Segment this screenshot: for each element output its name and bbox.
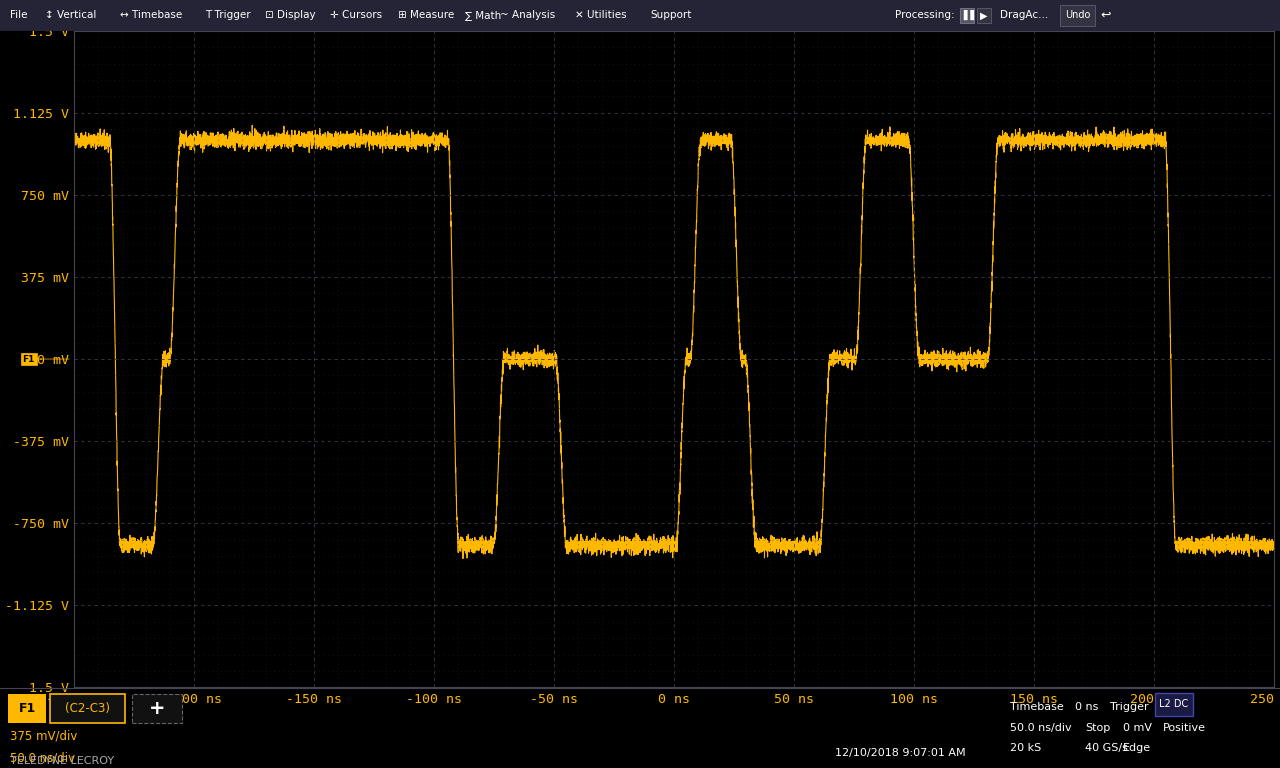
Text: ✕ Utilities: ✕ Utilities [575,10,627,21]
Text: ⊡ Display: ⊡ Display [265,10,316,21]
Bar [8,694,46,723]
Text: +: + [148,699,165,718]
Bar [960,8,974,22]
Text: ✛ Cursors: ✛ Cursors [330,10,383,21]
Bar [1060,5,1094,25]
Bar [132,694,182,723]
Text: TELEDYNE LECROY: TELEDYNE LECROY [10,756,114,766]
Text: ↕ Vertical: ↕ Vertical [45,10,96,21]
Text: DragAc...: DragAc... [1000,10,1048,21]
Text: F1: F1 [23,355,35,363]
Text: Timebase: Timebase [1010,703,1064,713]
Text: Stop: Stop [1085,723,1110,733]
Text: F1: F1 [18,702,36,715]
Text: 50.0 ns/div: 50.0 ns/div [1010,723,1071,733]
Text: 50.0 ns/div: 50.0 ns/div [10,752,76,765]
Text: Positive: Positive [1164,723,1206,733]
Text: 12/10/2018 9:07:01 AM: 12/10/2018 9:07:01 AM [835,748,965,758]
Text: ▶: ▶ [980,10,988,21]
Text: ⊞ Measure: ⊞ Measure [398,10,454,21]
Text: 40 GS/s: 40 GS/s [1085,743,1128,753]
Text: 0 mV: 0 mV [1123,723,1152,733]
Bar [50,694,125,723]
Text: ↔ Timebase: ↔ Timebase [120,10,182,21]
Text: Trigger: Trigger [1110,703,1148,713]
Text: (C2-C3): (C2-C3) [65,702,110,715]
Text: T Trigger: T Trigger [205,10,251,21]
Text: File: File [10,10,27,21]
Text: 20 kS: 20 kS [1010,743,1041,753]
Text: Support: Support [650,10,691,21]
Text: 0 ns: 0 ns [1075,703,1098,713]
Text: 375 mV/div: 375 mV/div [10,730,77,743]
Text: ↩: ↩ [1100,9,1111,22]
Bar [1155,694,1193,716]
Bar [977,8,991,22]
Text: Processing:: Processing: [895,10,955,21]
Text: ▐▐: ▐▐ [960,10,974,21]
Text: ∑ Math: ∑ Math [465,10,502,21]
Text: Edge: Edge [1123,743,1151,753]
Text: ~ Analysis: ~ Analysis [500,10,556,21]
Text: Undo: Undo [1065,10,1091,21]
Text: L2 DC: L2 DC [1160,700,1189,710]
